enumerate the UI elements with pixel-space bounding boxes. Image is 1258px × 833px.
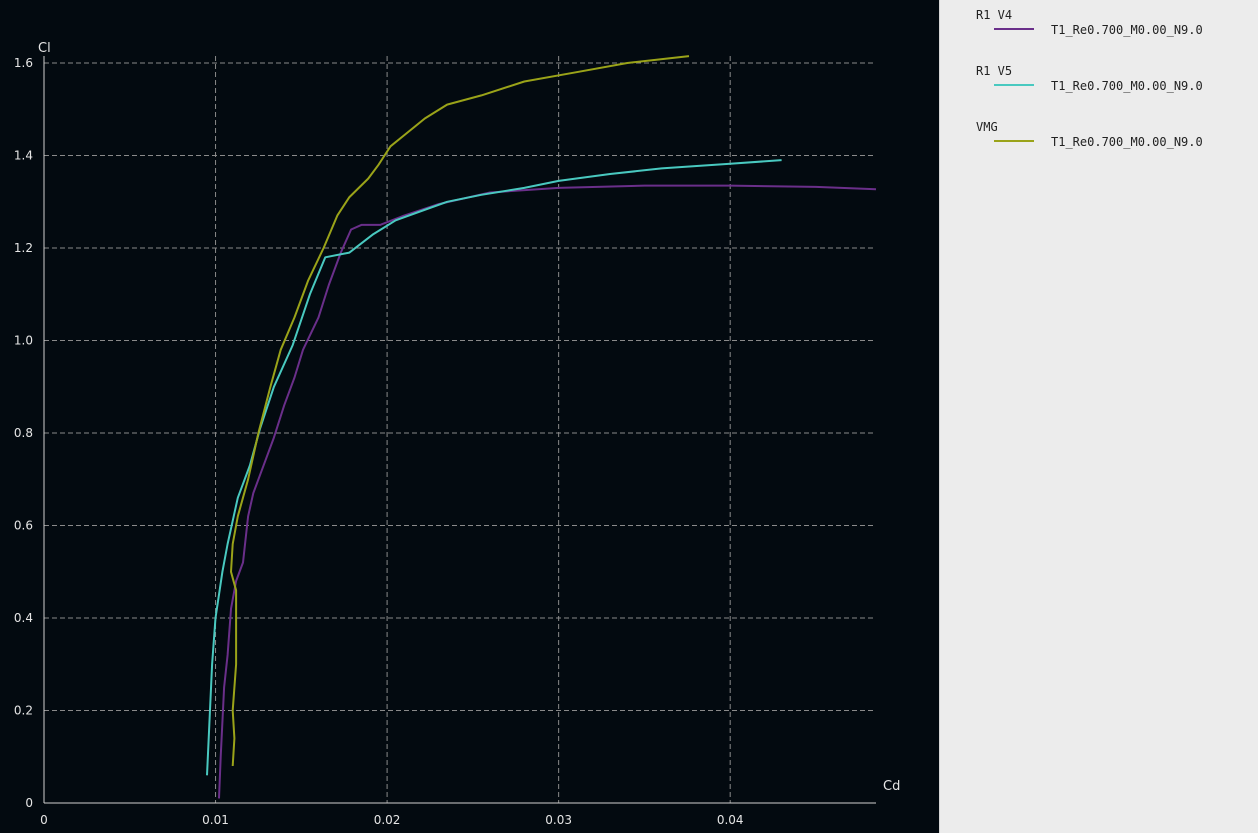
y-tick-label: 1.0 <box>14 334 33 348</box>
legend-swatch <box>994 140 1034 142</box>
y-tick-label: 0.4 <box>14 611 33 625</box>
legend-entry-vmg[interactable]: VMG T1_Re0.700_M0.00_N9.0 <box>940 120 1258 170</box>
x-tick-label: 0.03 <box>545 813 572 827</box>
legend-entry-title: VMG <box>976 120 998 134</box>
y-tick-label: 1.2 <box>14 241 33 255</box>
legend-entry-label: T1_Re0.700_M0.00_N9.0 <box>1051 79 1203 93</box>
x-tick-label: 0 <box>40 813 48 827</box>
y-tick-label: 0 <box>25 796 33 810</box>
y-tick-label: 0.6 <box>14 519 33 533</box>
series <box>206 55 877 799</box>
legend-entry-label: T1_Re0.700_M0.00_N9.0 <box>1051 23 1203 37</box>
y-tick-label: 1.4 <box>14 149 33 163</box>
legend-entry-title: R1 V5 <box>976 64 1013 78</box>
legend-entry-label: T1_Re0.700_M0.00_N9.0 <box>1051 135 1203 149</box>
y-tick-label: 0.8 <box>14 426 33 440</box>
plot-panel[interactable]: 0 0.2 0.4 0.6 0.8 1.0 1.2 1.4 1.6 0 0.01 0.02 0.03 0.… <box>0 0 939 833</box>
series-line-2[interactable] <box>230 55 690 767</box>
legend-entry-r1-v4[interactable]: R1 V4 T1_Re0.700_M0.00_N9.0 <box>940 8 1258 58</box>
legend-swatch <box>994 84 1034 86</box>
x-tick-label: 0.01 <box>202 813 229 827</box>
x-tick-label: 0.04 <box>717 813 744 827</box>
legend-swatch <box>994 28 1034 30</box>
x-tick-label: 0.02 <box>374 813 401 827</box>
tick-labels: 0 0.2 0.4 0.6 0.8 1.0 1.2 1.4 1.6 0 0.01 0.02 0.03 0.… <box>14 56 744 827</box>
legend-entry-r1-v5[interactable]: R1 V5 T1_Re0.700_M0.00_N9.0 <box>940 64 1258 114</box>
legend-entry-title: R1 V4 <box>976 8 1013 22</box>
series-line-1[interactable] <box>206 159 782 776</box>
series-line-0[interactable] <box>218 184 877 799</box>
x-axis-title: Cd <box>883 779 900 794</box>
y-axis-title: Cl <box>38 41 51 56</box>
y-tick-label: 0.2 <box>14 704 33 718</box>
legend-panel: R1 V4 T1_Re0.700_M0.00_N9.0 R1 V5 T1_Re0… <box>939 0 1258 833</box>
grid <box>44 56 876 803</box>
axes <box>43 56 876 804</box>
polar-chart[interactable]: 0 0.2 0.4 0.6 0.8 1.0 1.2 1.4 1.6 0 0.01 0.02 0.03 0.… <box>0 0 939 833</box>
y-tick-label: 1.6 <box>14 56 33 70</box>
